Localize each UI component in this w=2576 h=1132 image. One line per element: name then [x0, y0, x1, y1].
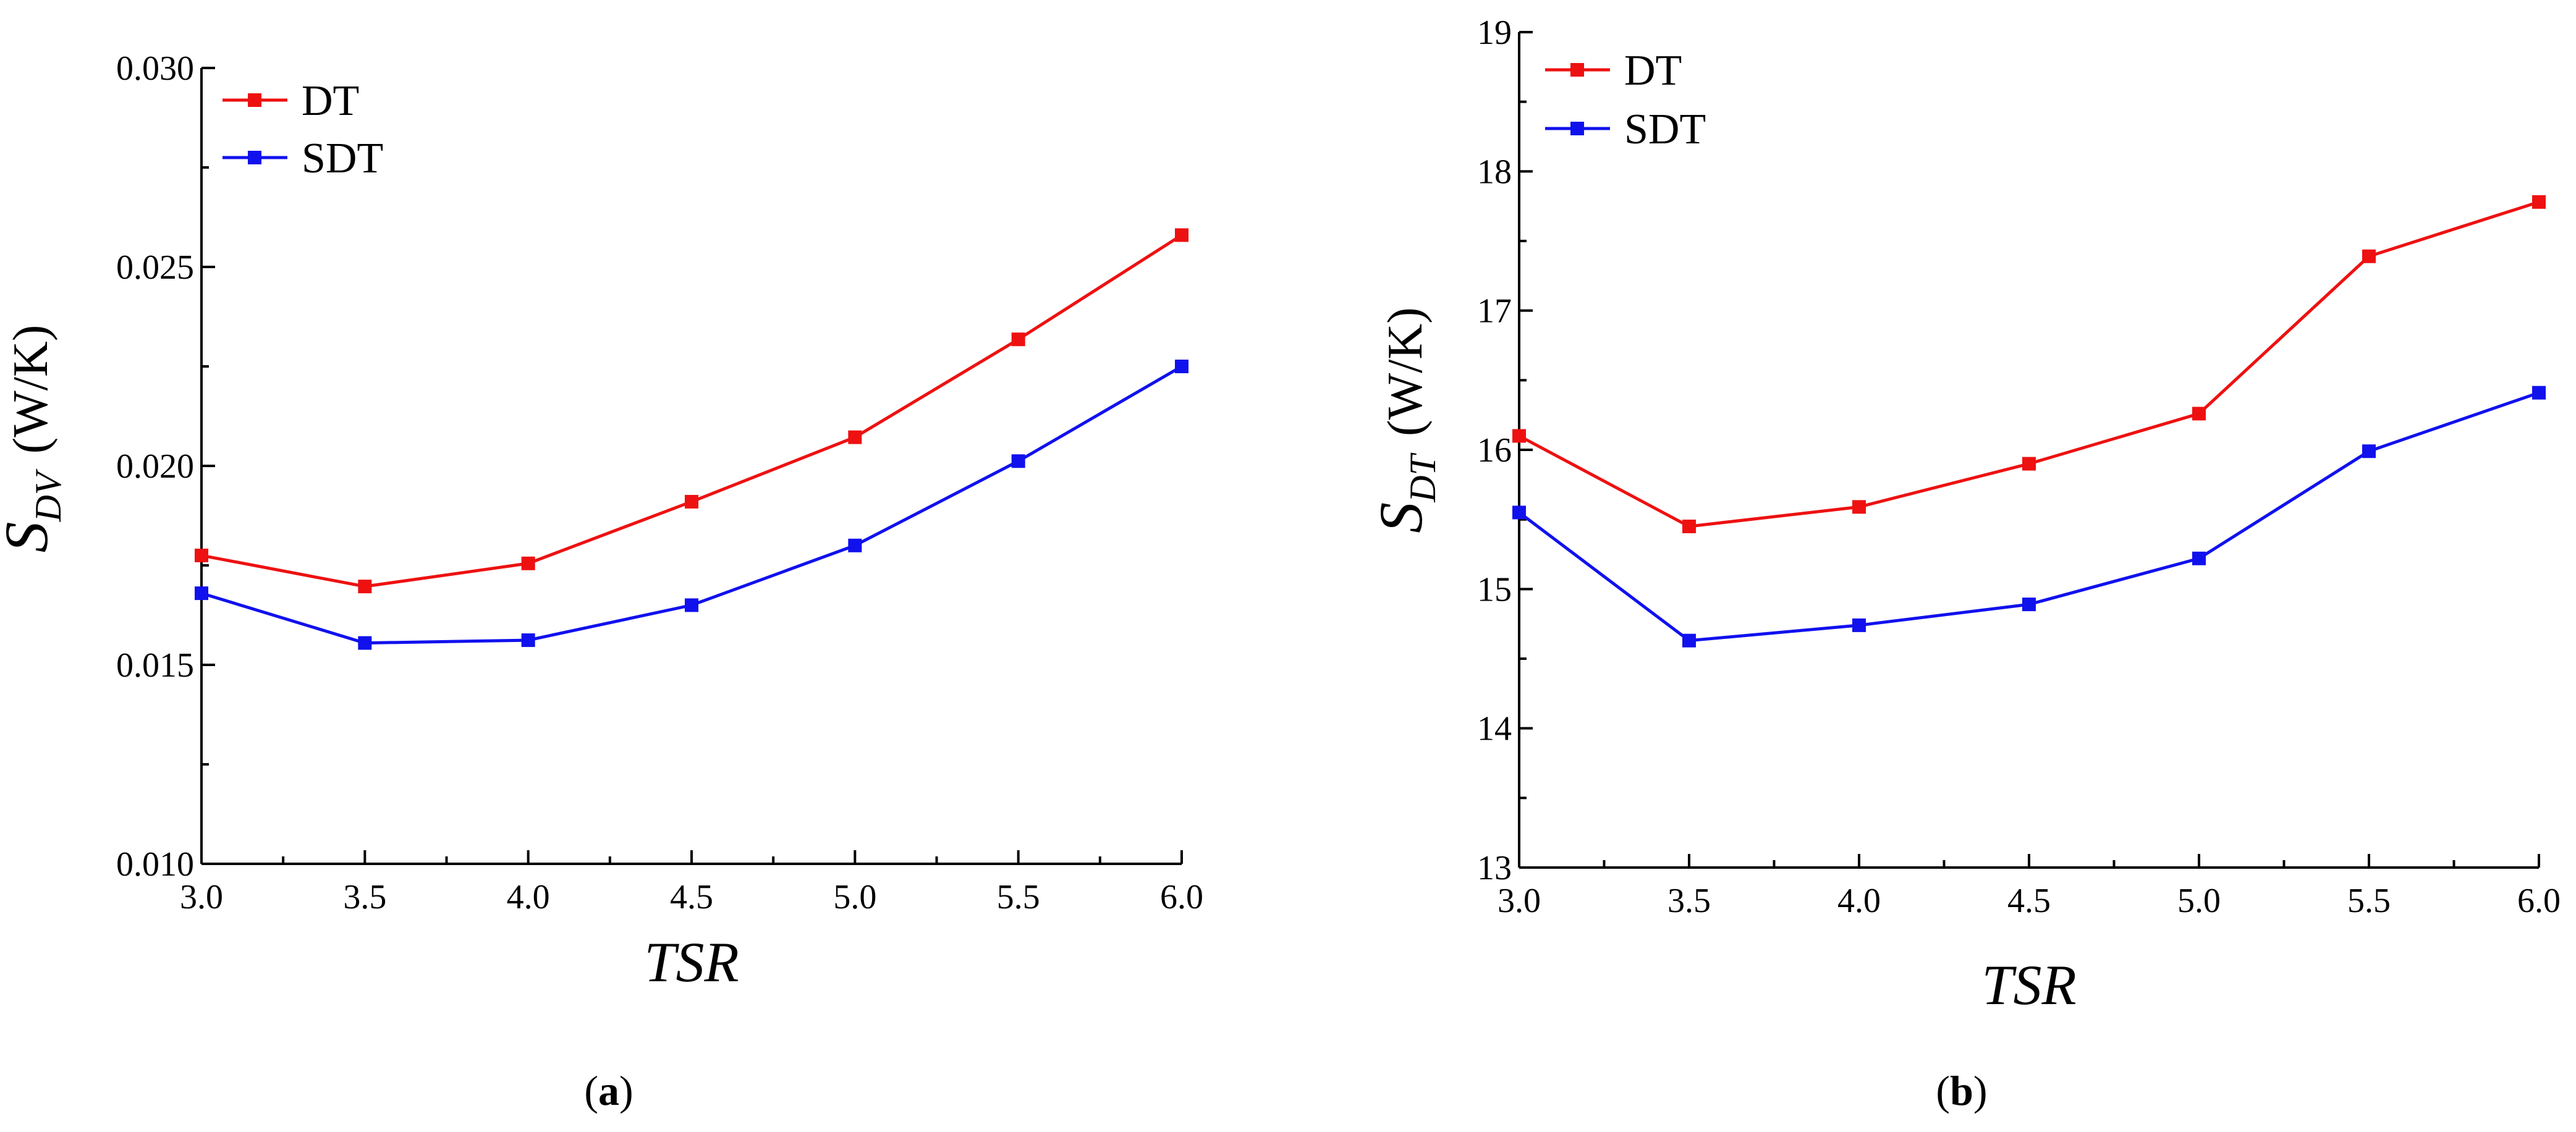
- x-tick-label: 5.5: [2347, 882, 2391, 920]
- data-point-sdt: [2362, 444, 2376, 458]
- x-tick-label: 5.0: [2177, 882, 2221, 920]
- data-point-sdt: [2022, 598, 2036, 612]
- y-tick-label: 15: [1477, 570, 1512, 609]
- x-axis-title: TSR: [644, 931, 739, 994]
- x-tick-label: 6.0: [1160, 878, 1203, 916]
- x-tick-label: 5.5: [997, 878, 1040, 916]
- y-tick-label: 0.010: [116, 845, 194, 884]
- y-tick-label: 17: [1477, 292, 1512, 331]
- panel-caption: (a): [584, 1067, 633, 1114]
- x-tick-label: 3.0: [180, 878, 223, 916]
- data-point-sdt: [1175, 360, 1188, 373]
- data-point-dt: [1852, 500, 1866, 514]
- y-tick-label: 0.015: [116, 646, 194, 685]
- data-point-sdt: [358, 636, 372, 650]
- legend-label-dt: DT: [302, 77, 359, 125]
- x-tick-label: 4.5: [670, 878, 713, 916]
- x-tick-label: 5.0: [833, 878, 876, 916]
- legend-marker-sdt: [1570, 122, 1584, 135]
- data-point-sdt: [685, 598, 698, 612]
- data-point-dt: [2022, 457, 2036, 471]
- chart-panel-a: 3.0 3.5 4.0 4.5 5.0 5.5 6.0 0.010 0.015 0.020 0.02…: [0, 49, 1203, 1114]
- x-tick-label: 4.0: [1837, 882, 1881, 920]
- chart-panel-b: 3.0 3.5 4.0 4.5 5.0 5.5 6.0 13 14 15 16 17 18 19 DT SDT…: [1366, 14, 2561, 1114]
- data-point-sdt: [1852, 618, 1866, 632]
- data-point-sdt: [1682, 633, 1696, 648]
- legend-marker-dt: [1570, 63, 1584, 77]
- x-tick-label: 4.5: [2007, 882, 2051, 920]
- legend-marker-sdt: [248, 151, 261, 164]
- data-point-dt: [848, 430, 862, 444]
- data-point-dt: [1175, 228, 1188, 242]
- data-point-sdt: [521, 633, 535, 648]
- data-point-sdt: [195, 586, 208, 601]
- x-tick-label: 3.5: [343, 878, 386, 916]
- y-tick-label: 18: [1477, 153, 1512, 191]
- data-point-dt: [2192, 407, 2206, 421]
- data-point-sdt: [1512, 505, 1526, 520]
- data-point-dt: [685, 494, 698, 509]
- data-point-dt: [521, 556, 535, 570]
- legend-label-sdt: SDT: [1624, 106, 1706, 153]
- y-tick-label: 0.020: [116, 447, 194, 486]
- data-point-dt: [1512, 429, 1526, 443]
- y-tick-label: 19: [1477, 14, 1512, 52]
- legend-marker-dt: [248, 93, 261, 107]
- y-axis-title: SDT(W/K): [1366, 307, 1443, 533]
- y-tick-label: 16: [1477, 431, 1512, 470]
- series-line-dt: [201, 234, 1183, 588]
- x-tick-label: 3.0: [1498, 882, 1541, 920]
- data-point-dt: [1011, 332, 1025, 347]
- x-tick-label: 4.0: [507, 878, 550, 916]
- data-point-sdt: [2532, 386, 2546, 400]
- y-tick-label: 14: [1477, 710, 1512, 748]
- data-point-dt: [2532, 195, 2546, 209]
- data-point-dt: [358, 580, 372, 594]
- data-point-sdt: [848, 538, 862, 552]
- y-axis-title: SDV(W/K): [0, 325, 69, 553]
- legend-label-dt: DT: [1624, 47, 1682, 95]
- x-tick-label: 3.5: [1667, 882, 1711, 920]
- legend-label-sdt: SDT: [302, 135, 383, 182]
- y-tick-label: 0.030: [116, 49, 194, 88]
- series-line-dt: [1518, 200, 2540, 528]
- y-tick-label: 13: [1477, 849, 1512, 887]
- x-axis-title: TSR: [1981, 953, 2076, 1016]
- y-tick-label: 0.025: [116, 248, 194, 287]
- x-tick-label: 6.0: [2517, 882, 2561, 920]
- data-point-sdt: [2192, 551, 2206, 565]
- data-point-dt: [1682, 519, 1696, 533]
- data-point-dt: [2362, 249, 2376, 263]
- data-point-sdt: [1011, 454, 1025, 468]
- panel-caption: (b): [1936, 1067, 1987, 1114]
- data-point-dt: [195, 548, 208, 562]
